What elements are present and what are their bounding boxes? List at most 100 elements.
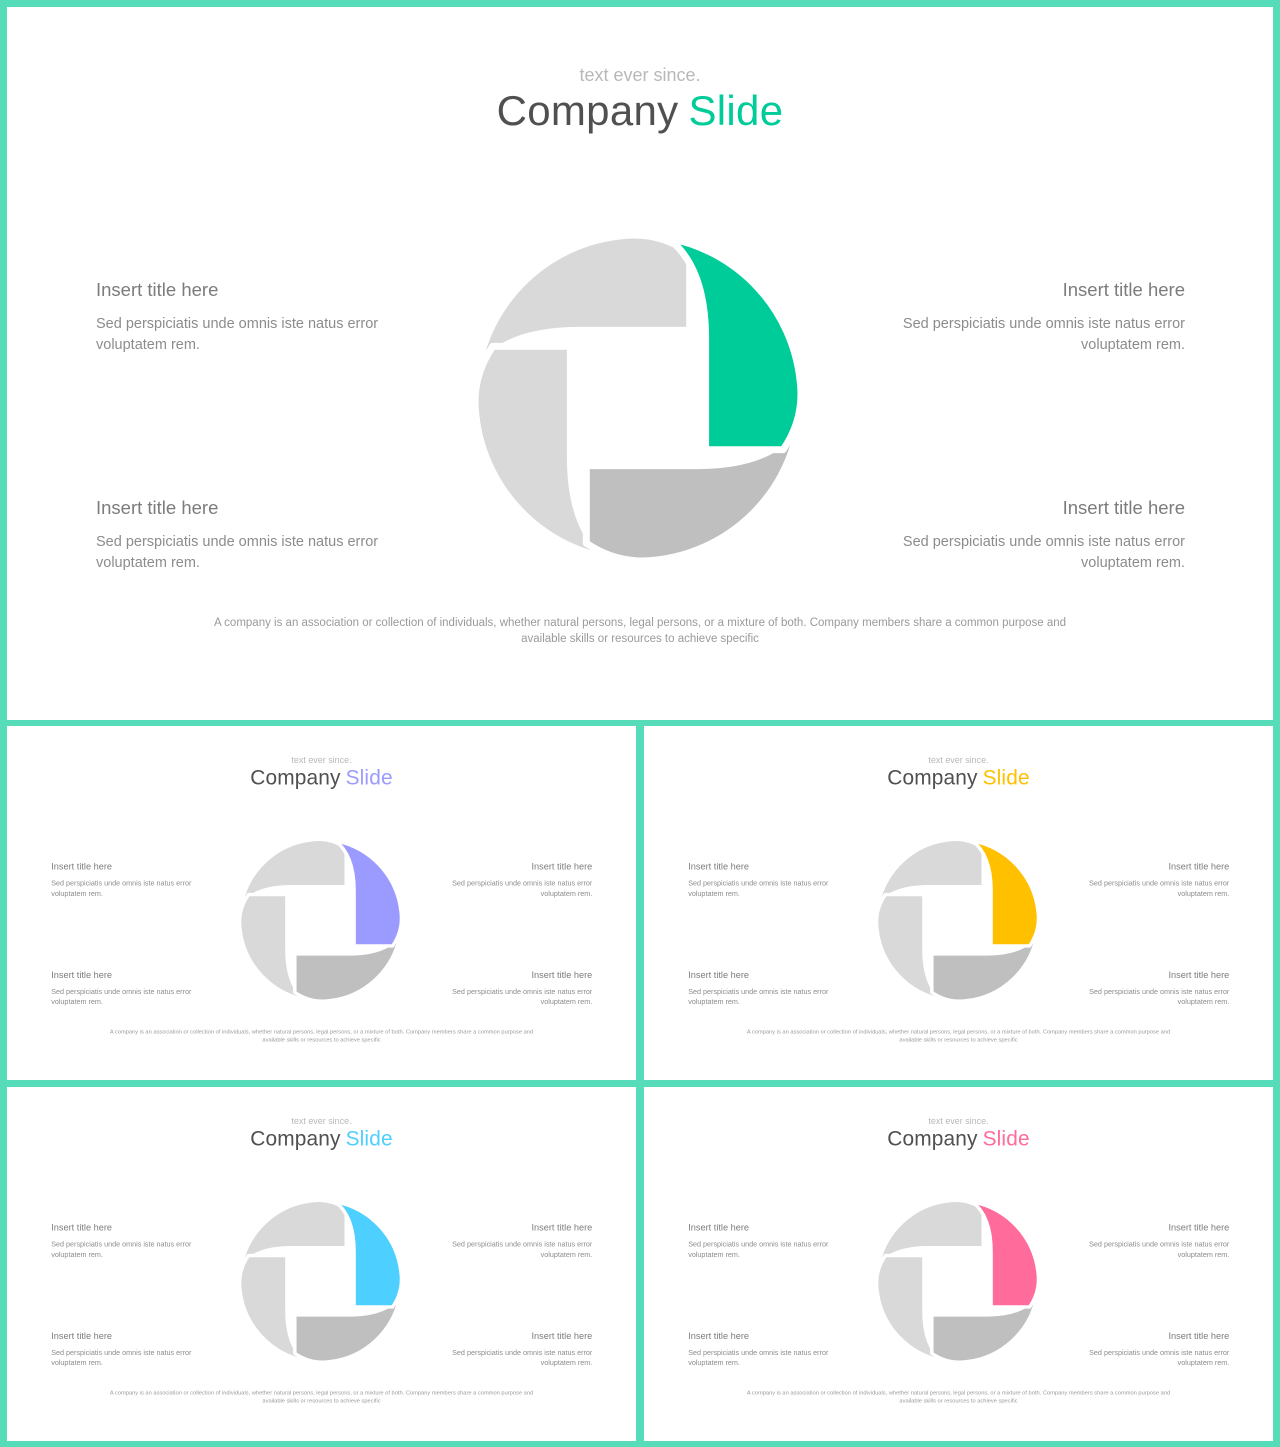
text-block-description: Sed perspiciatis unde omnis iste natus e… [96,316,379,353]
slide-footer-text: A company is an association or collectio… [109,1029,534,1043]
slide-canvas: text ever since. Company Slide Insert title… [7,7,1273,720]
text-block-description: Sed perspiciatis unde omnis iste natus e… [902,534,1185,571]
text-block-description: Sed perspiciatis unde omnis iste natus e… [51,1348,192,1368]
slide-title: Company Slide [7,1127,636,1151]
slide-thumbnail-1[interactable]: text ever since. Company Slide Insert title… [7,726,636,1080]
segment-bottom-left [471,342,612,562]
pinwheel-diagram [874,1198,1041,1364]
text-block-title: Insert title here [1168,1330,1230,1341]
slide-title-main: Company [887,1126,978,1151]
text-block-description: Sed perspiciatis unde omnis iste natus e… [902,316,1185,353]
segment-bottom-left [874,1253,945,1363]
segment-top-left [876,837,985,908]
text-block-title: Insert title here [96,279,219,300]
slide-title: Company Slide [7,87,1273,135]
text-block-description: Sed perspiciatis unde omnis iste natus e… [1089,987,1230,1007]
text-block-title: Insert title here [688,1222,750,1233]
segment-top-right-accent [970,839,1041,948]
text-block-3: Insert title here Sed perspiciatis unde o… [688,1330,832,1368]
text-block-2: Insert title here Sed perspiciatis unde o… [1085,1222,1229,1260]
slide-footer-text: A company is an association or collectio… [213,617,1067,645]
text-block-title: Insert title here [51,1222,113,1233]
slide-title-accent: Slide [345,1126,393,1151]
text-block-3: Insert title here Sed perspiciatis unde o… [51,1330,195,1368]
slide-canvas: text ever since. Company Slide Insert title… [644,726,1273,1080]
segment-top-left [239,837,348,908]
text-block-1: Insert title here Sed perspiciatis unde o… [51,861,195,899]
text-block-title: Insert title here [1168,861,1230,872]
segment-top-right-accent [333,1200,404,1309]
slide-thumbnail-4[interactable]: text ever since. Company Slide Insert title… [644,1087,1273,1441]
slide-footer-text: A company is an association or collectio… [746,1390,1171,1404]
segment-bottom-left [237,1253,308,1363]
text-block-1: Insert title here Sed perspiciatis unde o… [688,1222,832,1260]
text-block-description: Sed perspiciatis unde omnis iste natus e… [1089,1348,1230,1368]
slide-main-preview[interactable]: text ever since. Company Slide Insert title… [7,7,1273,720]
text-block-title: Insert title here [51,969,113,980]
text-block-title: Insert title here [1062,279,1185,300]
segment-bottom-right [930,933,1039,1003]
text-block-description: Sed perspiciatis unde omnis iste natus e… [452,987,593,1007]
slide-canvas: text ever since. Company Slide Insert title… [7,1087,636,1441]
text-block-4: Insert title here Sed perspiciatis unde o… [448,969,592,1007]
text-block-4: Insert title here Sed perspiciatis unde o… [1085,969,1229,1007]
text-block-4: Insert title here Sed perspiciatis unde o… [1085,1330,1229,1368]
text-block-description: Sed perspiciatis unde omnis iste natus e… [688,879,829,898]
text-block-2: Insert title here Sed perspiciatis unde o… [448,1222,592,1260]
slide-subtitle: text ever since. [291,1115,352,1126]
text-block-2: Insert title here Sed perspiciatis unde o… [895,279,1185,356]
text-block-title: Insert title here [51,1330,113,1341]
text-block-3: Insert title here Sed perspiciatis unde o… [51,969,195,1007]
text-block-2: Insert title here Sed perspiciatis unde o… [448,861,592,899]
text-block-title: Insert title here [688,861,750,872]
slide-title: Company Slide [7,766,636,790]
text-block-description: Sed perspiciatis unde omnis iste natus e… [452,1240,593,1259]
slide-title-accent: Slide [688,87,784,134]
text-block-title: Insert title here [531,1330,593,1341]
segment-bottom-right [293,933,402,1003]
segment-bottom-left [237,892,308,1002]
text-block-description: Sed perspiciatis unde omnis iste natus e… [96,534,379,571]
slide-thumbnail-3[interactable]: text ever since. Company Slide Insert title… [7,1087,636,1441]
text-block-title: Insert title here [531,861,593,872]
text-block-description: Sed perspiciatis unde omnis iste natus e… [688,1240,829,1259]
slide-title-accent: Slide [982,765,1030,790]
slide-title: Company Slide [644,766,1273,790]
slide-title-main: Company [250,1126,341,1151]
text-block-description: Sed perspiciatis unde omnis iste natus e… [1089,879,1230,898]
text-block-3: Insert title here Sed perspiciatis unde o… [688,969,832,1007]
segment-top-left [474,231,694,372]
slide-title-accent: Slide [982,1126,1030,1151]
slide-footer-text: A company is an association or collectio… [746,1029,1171,1043]
slide-subtitle: text ever since. [291,754,352,765]
segment-bottom-right [582,424,802,565]
segment-bottom-left [874,892,945,1002]
segment-bottom-right [930,1294,1039,1364]
slide-subtitle: text ever since. [928,754,989,765]
slide-title-accent: Slide [345,765,393,790]
text-block-title: Insert title here [531,969,593,980]
text-block-title: Insert title here [1168,969,1230,980]
text-block-title: Insert title here [531,1222,593,1233]
text-block-description: Sed perspiciatis unde omnis iste natus e… [688,987,829,1007]
text-block-1: Insert title here Sed perspiciatis unde o… [51,1222,195,1260]
slide-canvas: text ever since. Company Slide Insert title… [7,726,636,1080]
text-block-title: Insert title here [1168,1222,1230,1233]
slide-title: Company Slide [644,1127,1273,1151]
slide-title-main: Company [887,765,978,790]
pinwheel-diagram [471,231,805,565]
text-block-description: Sed perspiciatis unde omnis iste natus e… [452,879,593,898]
text-block-3: Insert title here Sed perspiciatis unde o… [96,497,386,574]
text-block-description: Sed perspiciatis unde omnis iste natus e… [51,1240,192,1259]
segment-top-right-accent [664,234,805,454]
pinwheel-diagram [874,837,1041,1003]
slide-thumbnail-2[interactable]: text ever since. Company Slide Insert title… [644,726,1273,1080]
slide-subtitle: text ever since. [928,1115,989,1126]
segment-top-right-accent [970,1200,1041,1309]
text-block-title: Insert title here [688,1330,750,1341]
slide-title-main: Company [496,87,679,134]
segment-bottom-right [293,1294,402,1364]
text-block-title: Insert title here [96,497,219,518]
slide-footer-text: A company is an association or collectio… [109,1390,534,1404]
text-block-description: Sed perspiciatis unde omnis iste natus e… [688,1348,829,1368]
